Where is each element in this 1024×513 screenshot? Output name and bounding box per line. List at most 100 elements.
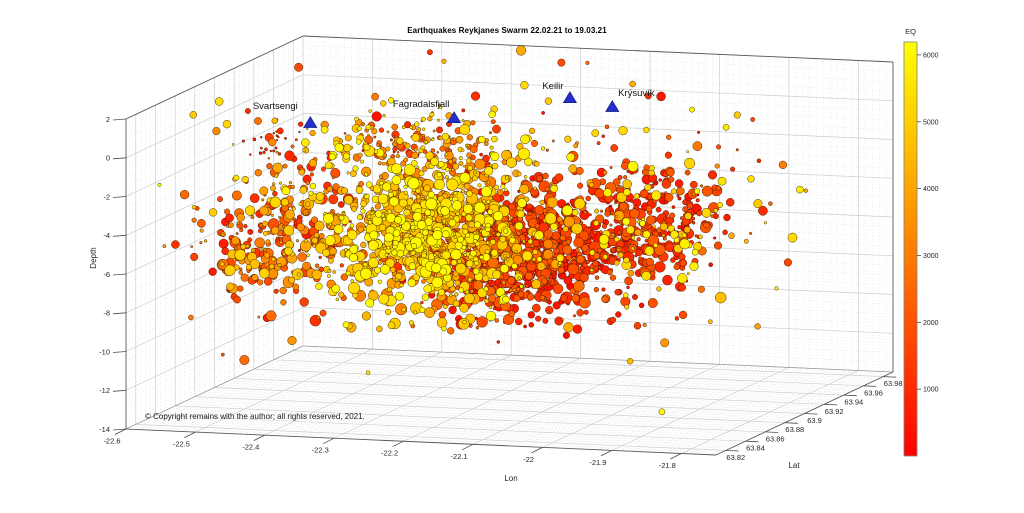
eq-point [278,181,283,185]
eq-point [391,175,402,185]
eq-point [624,276,633,286]
eq-point [446,178,459,191]
eq-point [171,240,180,249]
eq-point [270,185,276,192]
eq-point [534,230,544,240]
eq-point [396,151,400,154]
eq-point [378,293,390,305]
eq-point [506,157,517,168]
eq-point [573,197,586,210]
eq-point [191,204,197,210]
eq-point [218,238,229,249]
eq-point [613,210,625,222]
eq-point [436,118,441,122]
eq-point [482,154,490,163]
eq-point [676,186,685,196]
eq-point [491,135,498,143]
eq-point [371,111,382,122]
eq-point [440,206,450,216]
eq-point [250,215,255,220]
eq-point [268,138,277,147]
eq-point [236,213,245,222]
eq-point [342,321,350,329]
eq-point [324,235,336,246]
eq-point [691,221,696,225]
eq-point [509,288,513,292]
eq-point [543,238,554,250]
eq-point [263,230,269,236]
eq-point [514,221,524,231]
eq-point [520,134,530,145]
eq-point [243,224,248,229]
eq-point [425,151,435,161]
eq-point [488,294,497,303]
eq-point [611,233,615,237]
eq-point [463,203,473,214]
eq-point [315,282,323,290]
eq-point [441,230,450,239]
eq-point [512,288,517,292]
eq-point [601,287,606,292]
eq-point [686,150,690,154]
eq-point [264,147,268,152]
eq-point [592,260,599,267]
eq-point [569,287,576,295]
eq-point [365,181,373,188]
eq-point [318,255,322,260]
eq-point [297,121,304,127]
eq-point [707,319,713,325]
eq-point [564,135,572,143]
eq-point [674,179,684,188]
eq-point [294,62,304,72]
eq-point [697,130,701,134]
eq-point [324,161,333,170]
eq-point [615,311,622,318]
eq-point [400,160,407,167]
eq-point [414,121,420,127]
eq-point [236,221,241,226]
eq-point [349,253,358,262]
eq-point [345,270,351,276]
eq-point [208,267,217,276]
eq-point [511,262,518,270]
eq-point [277,263,282,268]
eq-point [334,142,344,153]
eq-point [157,182,162,187]
eq-point [263,277,273,286]
eq-point [408,262,417,270]
eq-point [666,168,675,177]
eq-point [658,408,666,416]
eq-point [245,244,250,249]
eq-point [237,285,244,292]
eq-point [197,219,206,228]
eq-point [433,253,437,257]
eq-point [477,183,482,188]
eq-point [551,139,555,143]
eq-point [465,232,471,239]
eq-point [295,239,299,243]
eq-point [257,279,264,286]
eq-point [527,311,535,319]
lon-tick-label: -22.1 [451,452,468,461]
eq-point [599,230,603,234]
eq-point [596,141,601,146]
eq-point [526,203,533,210]
eq-point [249,259,260,270]
eq-point [436,151,440,154]
eq-point [247,228,254,235]
eq-point [472,267,480,275]
depth-tick-label: -8 [103,309,110,318]
eq-point [370,211,375,216]
eq-point [490,151,500,161]
eq-point [552,301,561,310]
eq-point [494,318,500,323]
eq-point [502,280,506,285]
eq-point [308,190,314,196]
eq-point [496,340,501,344]
volcano-triangle-icon [303,116,318,128]
eq-point [556,254,565,262]
lat-axis-label: Lat [788,461,800,470]
eq-point [624,304,630,310]
eq-point [231,143,235,146]
eq-point [490,119,496,125]
